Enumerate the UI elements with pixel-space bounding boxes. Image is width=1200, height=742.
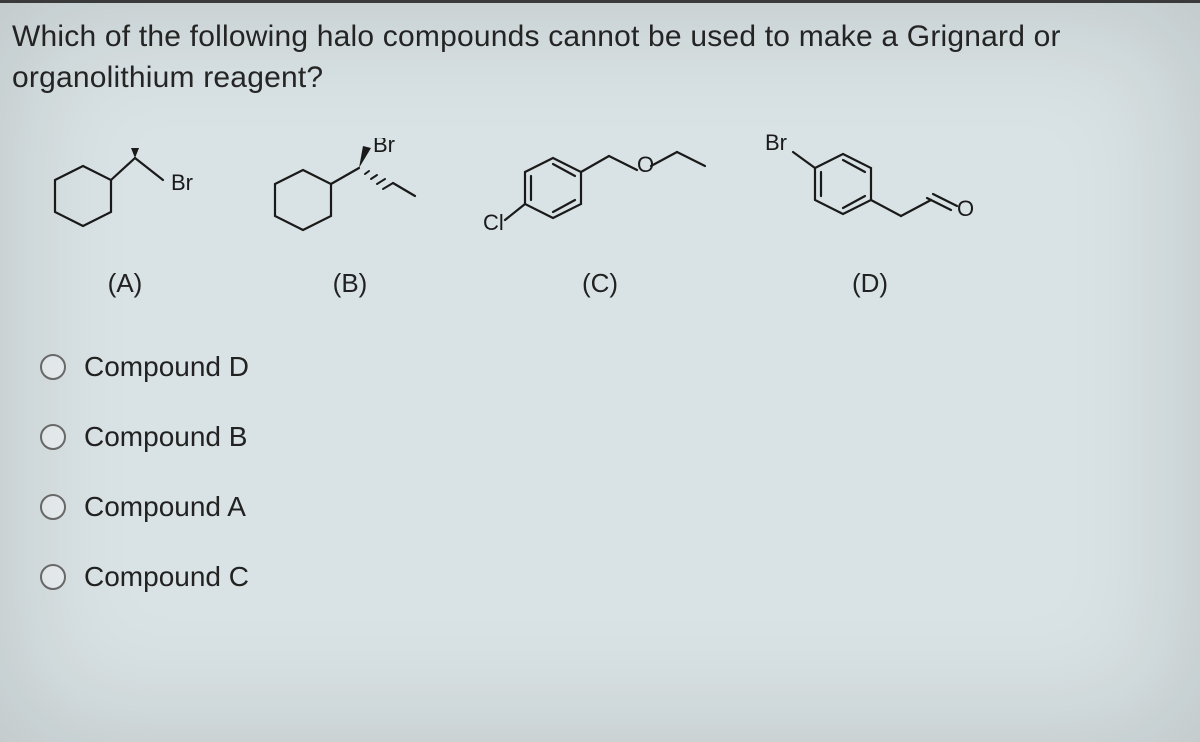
option-label: Compound D <box>84 351 249 383</box>
radio-icon <box>40 354 66 380</box>
structure-b-svg: Br <box>245 138 455 258</box>
atom-cl-c: Cl <box>483 210 504 235</box>
structure-c-svg: Cl O <box>465 128 735 258</box>
atom-br-b: Br <box>373 138 395 157</box>
structure-d-svg: Br O <box>745 128 995 258</box>
structure-d: Br O (D) <box>740 128 1000 299</box>
structure-c: Cl O (C) <box>460 128 740 299</box>
question-text: Which of the following halo compounds ca… <box>0 3 1200 108</box>
radio-icon <box>40 494 66 520</box>
option-label: Compound C <box>84 561 249 593</box>
option-compound-a[interactable]: Compound A <box>40 491 1200 523</box>
structure-a: Br (A) <box>10 138 240 299</box>
radio-icon <box>40 564 66 590</box>
structure-b-label: (B) <box>333 268 368 299</box>
atom-br-d: Br <box>765 130 787 155</box>
option-label: Compound A <box>84 491 246 523</box>
atom-o-c: O <box>637 152 654 177</box>
structure-a-label: (A) <box>108 268 143 299</box>
atom-o-d: O <box>957 196 974 221</box>
structure-c-label: (C) <box>582 268 618 299</box>
structure-b: Br (B) <box>240 138 460 299</box>
structure-a-svg: Br <box>25 138 225 258</box>
option-compound-c[interactable]: Compound C <box>40 561 1200 593</box>
option-label: Compound B <box>84 421 247 453</box>
structures-row: Br (A) Br (B) <box>0 108 1200 307</box>
atom-br-a: Br <box>171 170 193 195</box>
option-compound-d[interactable]: Compound D <box>40 351 1200 383</box>
radio-icon <box>40 424 66 450</box>
structure-d-label: (D) <box>852 268 888 299</box>
options-list: Compound D Compound B Compound A Compoun… <box>40 351 1200 593</box>
option-compound-b[interactable]: Compound B <box>40 421 1200 453</box>
